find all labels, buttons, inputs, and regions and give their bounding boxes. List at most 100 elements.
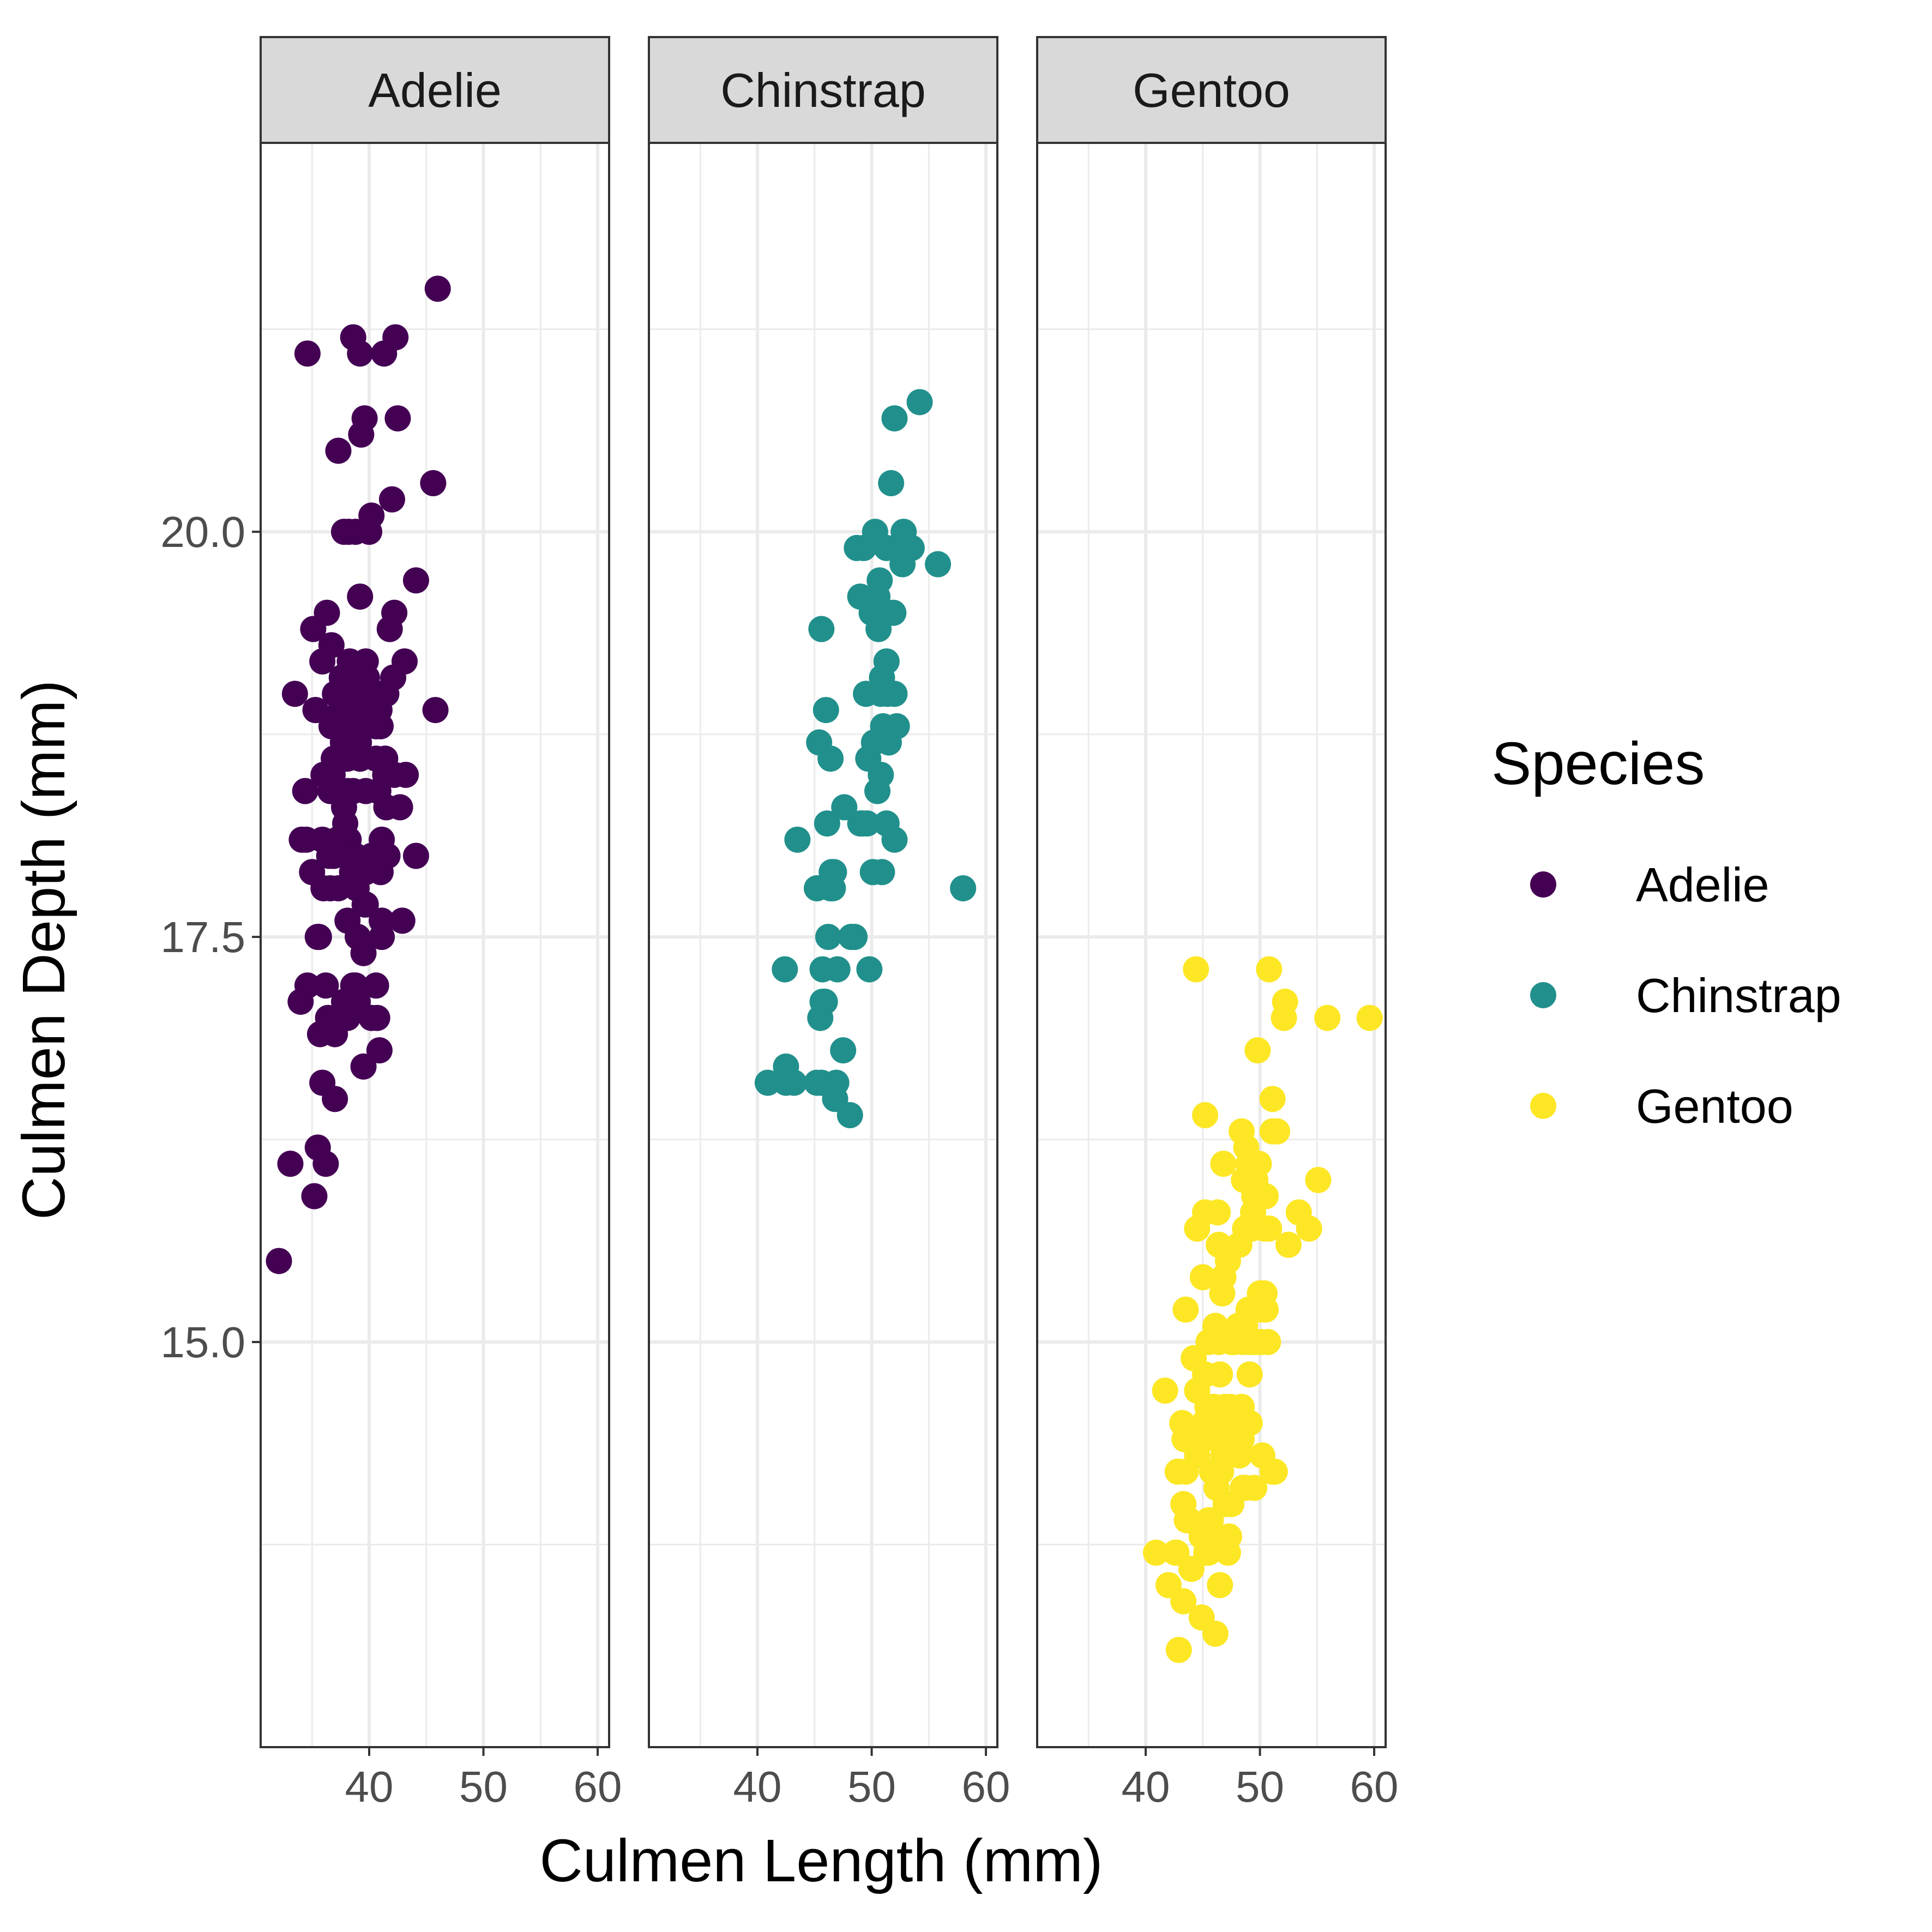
data-point-adelie bbox=[292, 778, 318, 804]
x-tick-label: 40 bbox=[733, 1762, 782, 1811]
data-point-adelie bbox=[309, 826, 336, 853]
data-point-chinstrap bbox=[881, 826, 908, 853]
data-point-adelie bbox=[294, 340, 321, 367]
panel-background bbox=[1037, 143, 1386, 1747]
data-point-adelie bbox=[334, 907, 361, 934]
data-point-chinstrap bbox=[808, 616, 835, 642]
data-point-gentoo bbox=[1244, 1037, 1271, 1064]
facet-strip bbox=[1036, 36, 1387, 144]
y-tick-label: 20.0 bbox=[160, 508, 245, 556]
x-axis-title: Culmen Length (mm) bbox=[539, 1827, 1103, 1894]
data-point-adelie bbox=[352, 891, 379, 918]
data-point-gentoo bbox=[1205, 1199, 1231, 1226]
data-point-gentoo bbox=[1259, 1086, 1286, 1112]
data-point-adelie bbox=[402, 842, 429, 869]
data-point-chinstrap bbox=[873, 648, 900, 675]
data-point-adelie bbox=[288, 826, 315, 853]
data-point-adelie bbox=[367, 859, 394, 886]
data-point-adelie bbox=[314, 761, 340, 788]
data-point-adelie bbox=[384, 405, 411, 432]
data-point-adelie bbox=[389, 907, 416, 934]
panel-chinstrap: Chinstrap 40 50 60 bbox=[648, 36, 1010, 1811]
data-point-gentoo bbox=[1275, 1231, 1302, 1258]
data-point-gentoo bbox=[1191, 1102, 1218, 1129]
data-point-gentoo bbox=[1212, 1491, 1239, 1518]
legend-item-chinstrap: Chinstrap bbox=[1530, 968, 1841, 1022]
data-point-adelie bbox=[422, 697, 449, 724]
data-point-chinstrap bbox=[950, 875, 977, 901]
data-point-adelie bbox=[277, 1151, 304, 1177]
data-point-gentoo bbox=[1152, 1377, 1178, 1404]
data-point-adelie bbox=[314, 599, 340, 626]
data-point-adelie bbox=[366, 1037, 393, 1064]
data-point-gentoo bbox=[1255, 1329, 1281, 1356]
data-point-gentoo bbox=[1236, 1361, 1263, 1388]
data-point-adelie bbox=[387, 794, 413, 821]
data-point-chinstrap bbox=[854, 810, 881, 837]
data-point-chinstrap bbox=[883, 713, 910, 739]
data-point-adelie bbox=[347, 745, 374, 772]
facet-strip-label: Chinstrap bbox=[720, 63, 926, 117]
data-point-chinstrap bbox=[812, 697, 839, 724]
data-point-adelie bbox=[266, 1248, 292, 1274]
data-point-chinstrap bbox=[815, 924, 841, 950]
panel-gentoo: Gentoo 40 50 60 bbox=[1036, 36, 1399, 1811]
data-point-chinstrap bbox=[811, 989, 838, 1015]
legend-label: Gentoo bbox=[1636, 1079, 1793, 1133]
x-tick-label: 60 bbox=[1350, 1762, 1399, 1811]
data-point-adelie bbox=[347, 583, 374, 610]
data-point-chinstrap bbox=[781, 1069, 808, 1096]
data-point-gentoo bbox=[1241, 1474, 1268, 1501]
data-point-chinstrap bbox=[906, 389, 933, 416]
x-tick-label: 60 bbox=[962, 1762, 1010, 1811]
data-point-gentoo bbox=[1142, 1539, 1169, 1566]
data-point-gentoo bbox=[1305, 1166, 1332, 1193]
legend-key-adelie bbox=[1530, 871, 1556, 898]
data-point-chinstrap bbox=[866, 567, 893, 594]
data-point-gentoo bbox=[1272, 989, 1298, 1015]
data-point-gentoo bbox=[1263, 1118, 1290, 1145]
data-point-chinstrap bbox=[830, 1037, 857, 1064]
data-point-adelie bbox=[420, 470, 447, 497]
data-point-chinstrap bbox=[836, 1102, 863, 1129]
data-point-chinstrap bbox=[881, 405, 908, 432]
x-tick-label: 60 bbox=[574, 1762, 622, 1811]
data-point-adelie bbox=[382, 324, 409, 351]
data-point-chinstrap bbox=[844, 534, 870, 561]
data-point-chinstrap bbox=[898, 534, 925, 561]
data-point-gentoo bbox=[1189, 1264, 1216, 1291]
data-point-gentoo bbox=[1170, 1588, 1197, 1615]
legend-label: Adelie bbox=[1636, 858, 1770, 912]
data-point-chinstrap bbox=[831, 794, 858, 821]
legend-label: Chinstrap bbox=[1636, 968, 1841, 1022]
data-point-chinstrap bbox=[841, 924, 868, 950]
x-tick-label: 40 bbox=[1122, 1762, 1170, 1811]
data-point-gentoo bbox=[1314, 1004, 1341, 1031]
data-point-adelie bbox=[363, 972, 389, 999]
data-point-gentoo bbox=[1181, 1345, 1207, 1371]
data-point-adelie bbox=[351, 405, 378, 432]
data-point-gentoo bbox=[1183, 956, 1209, 983]
data-point-adelie bbox=[312, 1151, 339, 1177]
data-point-adelie bbox=[350, 1053, 377, 1080]
data-point-gentoo bbox=[1256, 1215, 1283, 1242]
legend-item-gentoo: Gentoo bbox=[1530, 1079, 1793, 1133]
data-point-gentoo bbox=[1165, 1636, 1192, 1663]
data-point-adelie bbox=[328, 1004, 355, 1031]
data-point-adelie bbox=[332, 810, 359, 837]
data-point-adelie bbox=[334, 778, 361, 804]
data-point-adelie bbox=[381, 599, 408, 626]
data-point-adelie bbox=[347, 340, 374, 367]
data-point-gentoo bbox=[1215, 1523, 1242, 1550]
facet-strip-label: Adelie bbox=[368, 63, 502, 117]
data-point-gentoo bbox=[1236, 1410, 1263, 1436]
data-point-chinstrap bbox=[814, 810, 840, 837]
facet-strip bbox=[260, 36, 610, 144]
data-point-chinstrap bbox=[878, 470, 905, 497]
panel-adelie: Adelie 40 50 60 bbox=[260, 36, 622, 1811]
data-point-gentoo bbox=[1253, 1183, 1279, 1209]
data-point-adelie bbox=[373, 681, 400, 707]
y-axis: 15.0 17.5 20.0 bbox=[160, 508, 261, 1367]
data-point-adelie bbox=[424, 275, 451, 302]
data-point-adelie bbox=[393, 761, 419, 788]
